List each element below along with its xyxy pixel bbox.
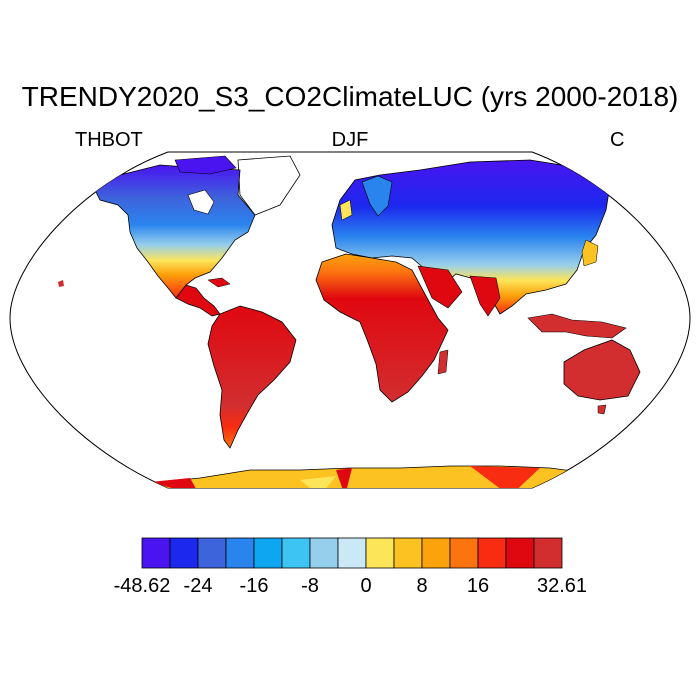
antarctica-warm-sector	[470, 466, 540, 488]
map-title: TRENDY2020_S3_CO2ClimateLUC (yrs 2000-20…	[21, 81, 679, 112]
greenland-outline	[237, 155, 301, 216]
south-america-landmass	[207, 305, 297, 449]
colorbar-swatch	[337, 537, 367, 569]
caribbean-islands	[207, 277, 231, 288]
colorbar-tick-label: 8	[416, 575, 428, 597]
colorbar-swatch	[449, 537, 479, 569]
colorbar-swatch	[393, 537, 423, 569]
tasmania	[597, 404, 607, 415]
variable-label: THBOT	[75, 129, 143, 151]
colorbar-swatch	[253, 537, 283, 569]
madagascar	[437, 349, 449, 375]
colorbar-tick-label: -8	[301, 575, 319, 597]
hawaii	[58, 280, 64, 287]
colorbar-swatch	[281, 537, 311, 569]
antarctica-warm-sector	[150, 478, 200, 488]
arabian-peninsula	[417, 265, 463, 309]
australia-landmass	[563, 339, 641, 401]
central-america-landmass	[175, 284, 221, 317]
colorbar-swatch	[309, 537, 339, 569]
colorbar-swatch	[169, 537, 199, 569]
colorbar-tick-label: 16	[466, 575, 490, 597]
hudson-bay	[187, 189, 215, 215]
eurasia-landmass	[331, 159, 611, 315]
antarctica-ice-shelf	[300, 476, 336, 488]
colorbar-swatch	[141, 537, 171, 569]
british-isles	[339, 199, 353, 221]
africa-landmass	[315, 253, 449, 403]
colorbar-tick-label: -16	[239, 575, 269, 597]
colorbar-tick-label: -24	[183, 575, 213, 597]
colorbar-swatch	[197, 537, 227, 569]
arctic-islands	[174, 155, 237, 175]
colorbar-tick-label: 32.61	[536, 575, 588, 597]
colorbar-tick-label: -48.62	[113, 575, 171, 597]
scandinavia	[361, 175, 393, 217]
india-peninsula	[469, 275, 501, 317]
units-label: C	[610, 129, 625, 151]
colorbar-swatch	[477, 537, 507, 569]
colorbar-tick-label: 0	[360, 575, 372, 597]
colorbar-swatch	[365, 537, 395, 569]
japan	[581, 239, 599, 267]
season-label: DJF	[331, 129, 369, 151]
colorbar-swatch	[421, 537, 451, 569]
southeast-asia-islands	[527, 313, 627, 339]
antarctica-warm-sector	[336, 468, 352, 488]
antarctica-landmass	[119, 465, 581, 488]
colorbar-swatch	[225, 537, 255, 569]
colorbar-swatch	[505, 537, 535, 569]
colorbar-swatch	[533, 537, 563, 569]
